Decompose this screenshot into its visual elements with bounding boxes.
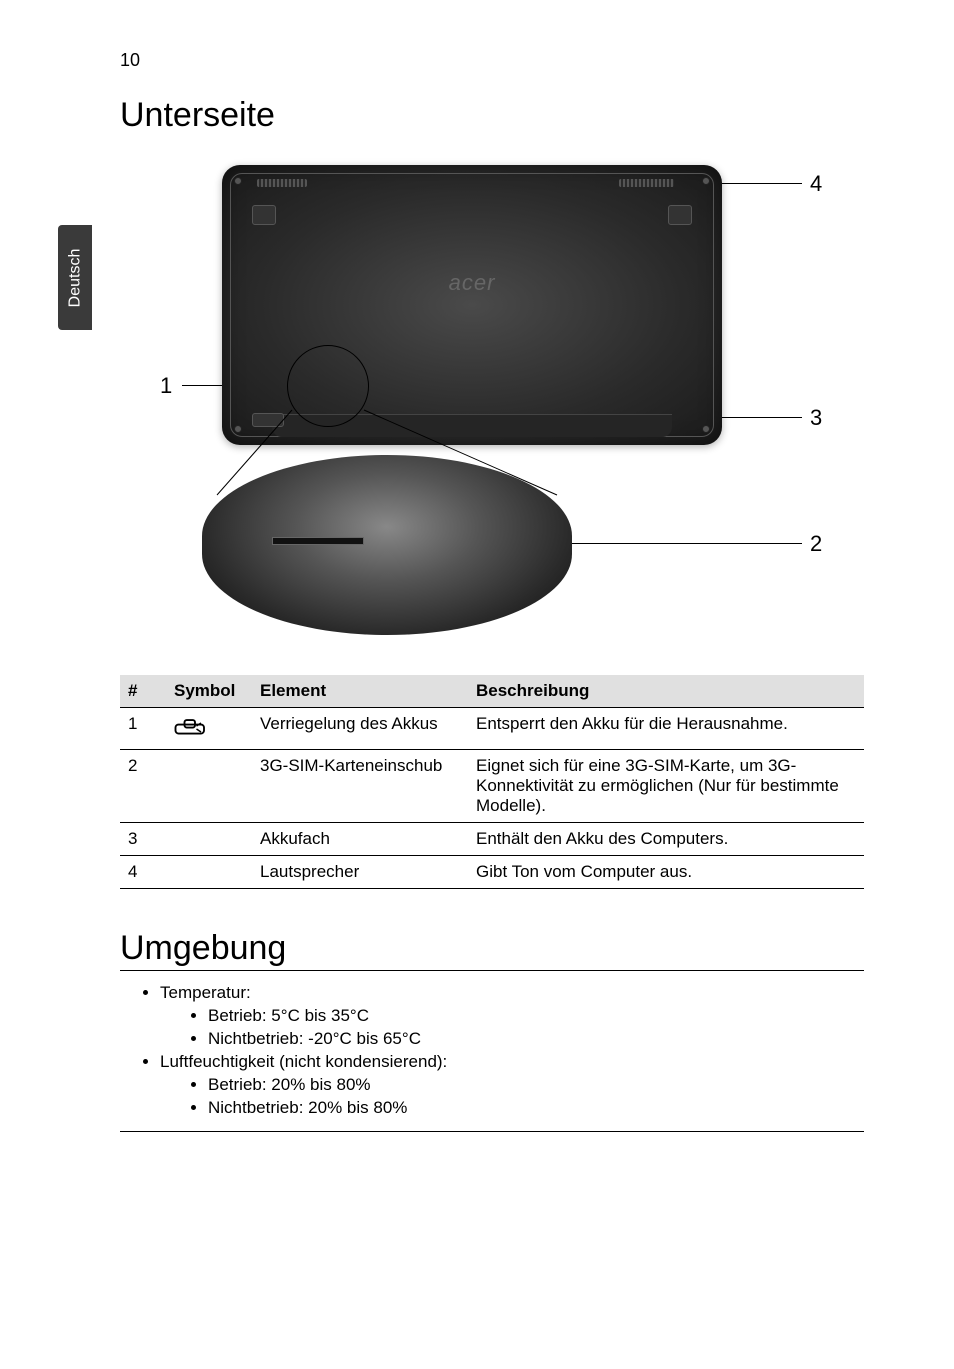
table-row: 4 LautsprecherGibt Ton vom Computer aus.	[120, 856, 864, 889]
env-subitem: Betrieb: 5°C bis 35°C	[208, 1006, 864, 1026]
table-row: 2 3G-SIM-KarteneinschubEignet sich für ei…	[120, 750, 864, 823]
callout-2: 2	[810, 531, 822, 557]
th-symbol: Symbol	[166, 675, 252, 708]
cell-element: 3G-SIM-Karteneinschub	[252, 750, 468, 823]
device-diagram: acer 4 3 2 1	[142, 155, 842, 645]
cell-symbol	[166, 823, 252, 856]
th-element: Element	[252, 675, 468, 708]
battery-lock	[252, 413, 284, 427]
cell-symbol	[166, 708, 252, 750]
callout-3: 3	[810, 405, 822, 431]
cell-desc: Gibt Ton vom Computer aus.	[468, 856, 864, 889]
cell-element: Akkufach	[252, 823, 468, 856]
cell-symbol	[166, 856, 252, 889]
table-row: 3 AkkufachEnthält den Akku des Computers.	[120, 823, 864, 856]
cell-element: Verriegelung des Akkus	[252, 708, 468, 750]
sim-slot	[272, 537, 364, 545]
cell-num: 2	[120, 750, 166, 823]
language-tab: Deutsch	[58, 225, 92, 330]
cell-desc: Eignet sich für eine 3G-SIM-Karte, um 3G…	[468, 750, 864, 823]
env-item: Temperatur:Betrieb: 5°C bis 35°CNichtbet…	[160, 983, 864, 1049]
cell-desc: Entsperrt den Akku für die Herausnahme.	[468, 708, 864, 750]
cell-desc: Enthält den Akku des Computers.	[468, 823, 864, 856]
env-subitem: Nichtbetrieb: -20°C bis 65°C	[208, 1029, 864, 1049]
cell-num: 4	[120, 856, 166, 889]
cell-element: Lautsprecher	[252, 856, 468, 889]
page-number: 10	[120, 50, 864, 71]
callout-4: 4	[810, 171, 822, 197]
speaker-grille	[257, 179, 307, 187]
callout-1: 1	[160, 373, 172, 399]
section-title-unterseite: Unterseite	[120, 96, 864, 135]
th-desc: Beschreibung	[468, 675, 864, 708]
cell-symbol	[166, 750, 252, 823]
section-title-umgebung: Umgebung	[120, 929, 864, 971]
th-num: #	[120, 675, 166, 708]
env-subitem: Betrieb: 20% bis 80%	[208, 1075, 864, 1095]
speaker-grille	[619, 179, 674, 187]
battery-lock-icon	[174, 714, 210, 738]
environment-list: Temperatur:Betrieb: 5°C bis 35°CNichtbet…	[120, 983, 864, 1118]
env-item: Luftfeuchtigkeit (nicht kondensierend):B…	[160, 1052, 864, 1118]
cell-num: 3	[120, 823, 166, 856]
cell-num: 1	[120, 708, 166, 750]
zoom-detail	[202, 455, 572, 635]
spec-table: # Symbol Element Beschreibung 1 Verriegel…	[120, 675, 864, 889]
env-subitem: Nichtbetrieb: 20% bis 80%	[208, 1098, 864, 1118]
zoom-circle	[287, 345, 369, 427]
language-label: Deutsch	[66, 248, 84, 307]
table-row: 1 Verriegelung des AkkusEntsperrt den Akk…	[120, 708, 864, 750]
brand-logo: acer	[449, 270, 496, 296]
